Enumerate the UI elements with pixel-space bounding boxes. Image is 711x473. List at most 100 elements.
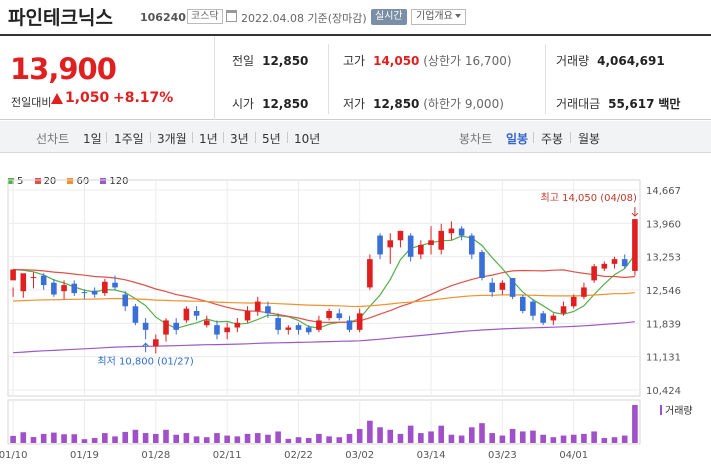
volume-bar xyxy=(356,428,363,443)
candle-up xyxy=(10,269,16,281)
stat-unit: 백만 xyxy=(658,97,681,111)
y-tick-label: 10,424 xyxy=(646,386,681,397)
period-5y[interactable]: 5년 xyxy=(262,132,281,146)
volume-bar xyxy=(305,438,312,443)
legend-label: 120 xyxy=(109,176,129,187)
stat-key: 시가 xyxy=(232,97,255,111)
period-3y[interactable]: 3년 xyxy=(230,132,249,146)
volume-bar xyxy=(397,433,404,443)
period-1y[interactable]: 1년 xyxy=(199,132,218,146)
change-amount: 1,050 xyxy=(65,90,110,106)
period-1w[interactable]: 1주일 xyxy=(114,132,144,146)
volume-bar xyxy=(428,431,434,443)
ma120-line xyxy=(13,321,635,354)
stat-key: 전일 xyxy=(232,54,255,68)
volume-bar xyxy=(91,438,98,443)
candlestick-chart[interactable]: 최고 14,050 (04/08) 최저 10,800 (01/27) 14,66… xyxy=(0,170,711,473)
high-price: 고가 14,050 (상한가 16,700) xyxy=(343,52,512,69)
y-tick-label: 13,960 xyxy=(646,219,681,230)
volume-bar xyxy=(499,435,506,443)
period-3m[interactable]: 3개월 xyxy=(157,132,187,146)
company-overview-dropdown[interactable]: 기업개요 xyxy=(411,9,466,25)
candle-down xyxy=(509,278,516,297)
candle-down xyxy=(40,275,47,286)
candle-down xyxy=(71,283,78,294)
candle-daily[interactable]: 일봉 xyxy=(506,132,529,146)
candle-up xyxy=(224,327,230,333)
upper-limit: (상한가 16,700) xyxy=(423,54,512,68)
y-tick-label: 12,546 xyxy=(646,286,681,297)
candle-down xyxy=(275,318,281,330)
stock-name[interactable]: 파인테크닉스 xyxy=(8,7,113,29)
divider xyxy=(223,132,224,143)
realtime-button[interactable]: 실시간 xyxy=(371,9,407,25)
candle-up xyxy=(550,315,557,321)
open-price: 시가 12,850 xyxy=(232,95,308,112)
volume-bar xyxy=(61,434,67,443)
candle-up xyxy=(438,230,445,250)
volume-bar xyxy=(203,437,210,443)
stat-value: 4,064,691 xyxy=(597,54,665,68)
volume-bar xyxy=(193,436,200,443)
stat-key: 고가 xyxy=(343,54,366,68)
company-overview-label: 기업개요 xyxy=(416,11,453,22)
candle-up xyxy=(581,287,587,297)
candle-weekly[interactable]: 주봉 xyxy=(541,132,564,146)
volume-bar xyxy=(418,433,424,443)
volume-bar xyxy=(377,427,383,443)
up-triangle-icon xyxy=(51,93,63,104)
candle-up xyxy=(418,245,424,255)
period-1d[interactable]: 1일 xyxy=(83,132,102,146)
candle-monthly[interactable]: 월봉 xyxy=(578,132,601,146)
volume-bar xyxy=(489,433,495,443)
prev-close: 전일 12,850 xyxy=(232,52,308,69)
line-chart-label: 선차트 xyxy=(36,132,70,146)
current-price: 13,900 xyxy=(10,52,117,86)
candle-up xyxy=(153,339,159,347)
price-pane-frame xyxy=(7,179,641,397)
volume-bar xyxy=(142,433,149,443)
legend-swatch xyxy=(100,178,107,184)
y-tick-label: 14,667 xyxy=(646,186,681,197)
moving-averages xyxy=(13,235,636,354)
candle-down xyxy=(469,235,475,255)
candle-down xyxy=(621,259,628,267)
period-10y[interactable]: 10년 xyxy=(294,132,321,146)
volume-bar xyxy=(591,431,597,443)
volume-bar xyxy=(81,439,88,443)
volume-legend-swatch xyxy=(660,405,662,415)
volume-bar xyxy=(448,434,455,443)
low-price: 저가 12,850 (하한가 9,000) xyxy=(343,95,504,112)
volume-bar xyxy=(234,436,241,443)
volume-bar xyxy=(30,437,37,443)
candle-up xyxy=(591,266,597,281)
x-tick-label: 03/23 xyxy=(488,450,517,461)
candle-up xyxy=(560,306,567,314)
candle-up xyxy=(316,320,322,330)
volume-bar xyxy=(295,437,302,443)
market-badge: 코스닥 xyxy=(187,9,223,24)
chart-toolbar: 선차트 1일 1주일 3개월 1년 3년 5년 10년 봉차트 일봉 주봉 월봉 xyxy=(0,121,711,153)
stat-value: 12,850 xyxy=(262,54,309,68)
x-tick-label: 03/14 xyxy=(417,450,446,461)
y-tick-label: 11,839 xyxy=(646,319,681,330)
change-percent: +8.17% xyxy=(113,90,174,106)
candle-up xyxy=(499,282,506,290)
chevron-down-icon xyxy=(454,14,461,18)
legend-label: 60 xyxy=(76,176,90,187)
current-price-panel: 13,900 전일대비 1,050 +8.17% xyxy=(0,36,215,120)
legend-ma5: 5 xyxy=(8,176,23,187)
volume-bar xyxy=(469,427,475,443)
annotations: 최고 14,050 (04/08) 최저 10,800 (01/27) xyxy=(97,192,639,367)
volume-bar xyxy=(102,433,108,443)
x-tick-label: 01/28 xyxy=(141,450,170,461)
volume-bar xyxy=(163,429,169,443)
y-tick-label: 11,131 xyxy=(646,353,681,364)
volume-bar xyxy=(509,428,516,443)
candle-down xyxy=(193,310,200,316)
candle-up xyxy=(570,296,577,307)
lower-limit: (하한가 9,000) xyxy=(423,97,504,111)
candle-up xyxy=(632,219,638,271)
x-tick-label: 02/22 xyxy=(284,450,313,461)
volume-bar xyxy=(601,438,608,443)
